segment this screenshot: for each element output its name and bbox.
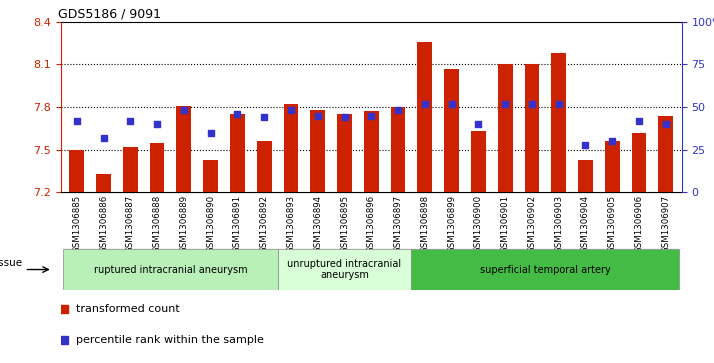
Point	[392, 107, 403, 113]
Bar	[471, 131, 486, 192]
Point	[98, 135, 109, 141]
Point	[606, 138, 618, 144]
Bar	[632, 133, 646, 192]
Bar	[658, 115, 673, 192]
Point	[124, 118, 136, 124]
Text: GSM1306893: GSM1306893	[286, 195, 296, 253]
Text: GSM1306905: GSM1306905	[608, 195, 617, 253]
FancyBboxPatch shape	[278, 249, 411, 290]
Text: GSM1306906: GSM1306906	[635, 195, 643, 253]
Point	[660, 121, 671, 127]
Bar	[311, 110, 325, 192]
Text: tissue: tissue	[0, 258, 23, 268]
Text: GSM1306900: GSM1306900	[474, 195, 483, 253]
Text: GDS5186 / 9091: GDS5186 / 9091	[58, 8, 161, 21]
Text: GSM1306892: GSM1306892	[260, 195, 268, 253]
Bar	[578, 160, 593, 192]
Bar	[257, 141, 271, 192]
Bar	[498, 65, 513, 192]
Bar	[551, 53, 566, 192]
Text: GSM1306888: GSM1306888	[153, 195, 161, 253]
Point	[151, 121, 163, 127]
Bar	[364, 111, 378, 192]
Text: GSM1306894: GSM1306894	[313, 195, 322, 253]
FancyBboxPatch shape	[411, 249, 679, 290]
Text: superficial temporal artery: superficial temporal artery	[480, 265, 610, 274]
Text: GSM1306903: GSM1306903	[554, 195, 563, 253]
Text: percentile rank within the sample: percentile rank within the sample	[76, 335, 264, 345]
FancyBboxPatch shape	[64, 249, 278, 290]
Point	[231, 111, 243, 117]
Text: GSM1306901: GSM1306901	[501, 195, 510, 253]
Text: transformed count: transformed count	[76, 305, 180, 314]
Bar	[69, 150, 84, 192]
Point	[71, 118, 82, 124]
Text: GSM1306895: GSM1306895	[340, 195, 349, 253]
Bar	[230, 114, 245, 192]
Point	[553, 101, 564, 107]
Point	[526, 101, 538, 107]
Bar	[391, 107, 406, 192]
Text: GSM1306898: GSM1306898	[421, 195, 429, 253]
Point	[580, 142, 591, 147]
Bar	[525, 65, 539, 192]
Text: GSM1306897: GSM1306897	[393, 195, 403, 253]
Text: GSM1306886: GSM1306886	[99, 195, 108, 253]
Bar	[605, 141, 620, 192]
Point	[312, 113, 323, 118]
Text: GSM1306890: GSM1306890	[206, 195, 215, 253]
Text: GSM1306889: GSM1306889	[179, 195, 188, 253]
Point	[178, 107, 189, 113]
Text: GSM1306904: GSM1306904	[581, 195, 590, 253]
Text: unruptured intracranial
aneurysm: unruptured intracranial aneurysm	[288, 259, 401, 280]
Text: GSM1306887: GSM1306887	[126, 195, 135, 253]
Point	[258, 114, 270, 120]
Point	[446, 101, 457, 107]
Point	[499, 101, 511, 107]
Point	[338, 114, 350, 120]
Bar	[203, 160, 218, 192]
Bar	[176, 106, 191, 192]
Point	[366, 113, 377, 118]
Bar	[150, 143, 164, 192]
Text: GSM1306891: GSM1306891	[233, 195, 242, 253]
Bar	[337, 114, 352, 192]
Point	[285, 107, 296, 113]
Bar	[283, 104, 298, 192]
Bar	[96, 174, 111, 192]
Bar	[123, 147, 138, 192]
Point	[633, 118, 645, 124]
Text: GSM1306896: GSM1306896	[367, 195, 376, 253]
Point	[419, 101, 431, 107]
Text: GSM1306885: GSM1306885	[72, 195, 81, 253]
Point	[473, 121, 484, 127]
Bar	[444, 69, 459, 192]
Point	[205, 130, 216, 136]
Bar	[418, 42, 432, 192]
Text: GSM1306907: GSM1306907	[661, 195, 670, 253]
Text: GSM1306902: GSM1306902	[528, 195, 536, 253]
Text: GSM1306899: GSM1306899	[447, 195, 456, 253]
Text: ruptured intracranial aneurysm: ruptured intracranial aneurysm	[94, 265, 247, 274]
